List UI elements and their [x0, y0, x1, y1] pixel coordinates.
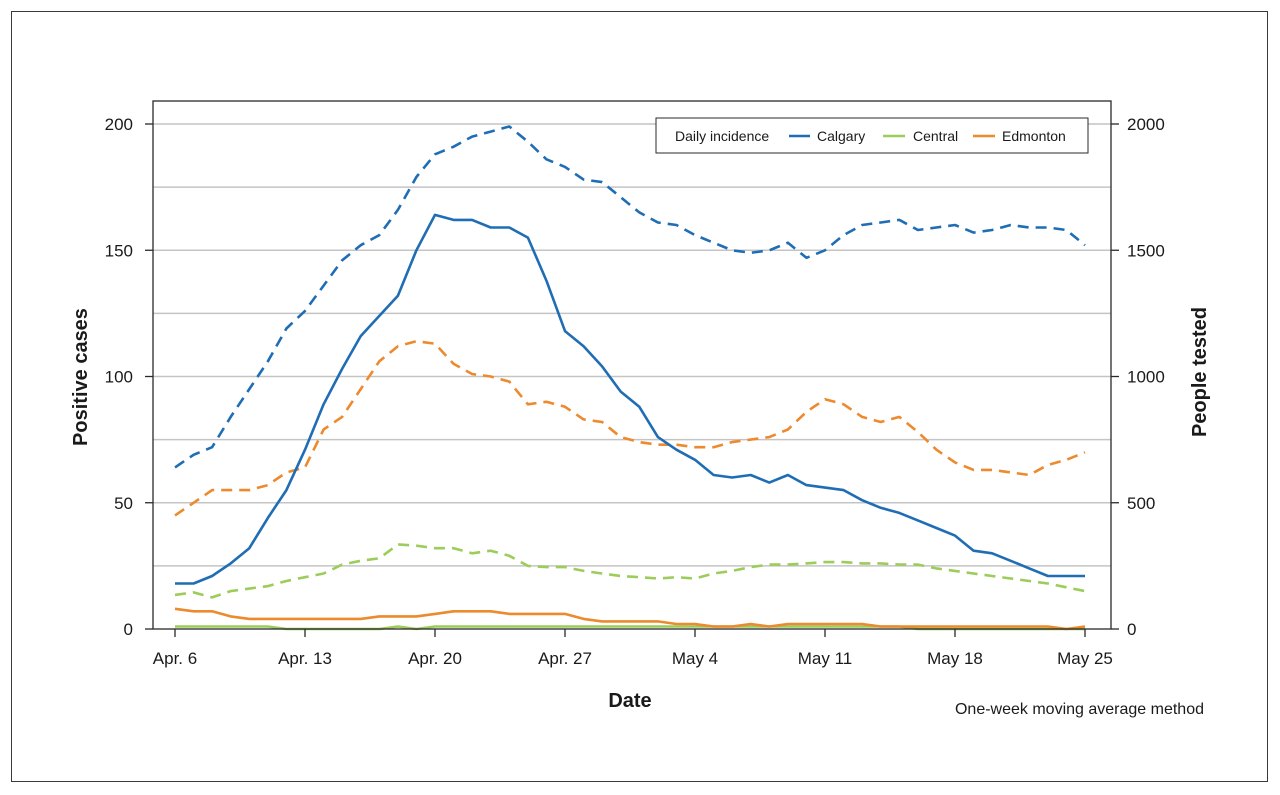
y2-tick-label: 1000 — [1127, 368, 1165, 387]
y-tick-label: 100 — [105, 368, 133, 387]
gridlines — [153, 123, 1111, 567]
x-tick-label: May 11 — [798, 649, 853, 668]
x-tick-label: May 18 — [927, 649, 983, 668]
plot-border — [152, 100, 1112, 630]
series-line-calgary-positive-cases — [175, 213, 1085, 585]
y-axis-right: 0 500 1000 1500 2000 — [1111, 115, 1165, 639]
legend-box — [655, 117, 1089, 154]
y2-axis-title: People tested — [1189, 307, 1211, 437]
y2-tick-label: 1500 — [1127, 241, 1165, 260]
x-tick-label: May 25 — [1057, 649, 1113, 668]
legend-label-central: Central — [913, 128, 958, 144]
legend-label-edmonton: Edmonton — [1002, 128, 1066, 144]
legend-label-calgary: Calgary — [817, 128, 865, 144]
y-tick-label: 50 — [114, 494, 133, 513]
method-note: One-week moving average method — [955, 701, 1204, 718]
x-tick-label: Apr. 13 — [278, 649, 332, 668]
legend-title: Daily incidence — [675, 128, 769, 144]
series-line-central-people-tested — [174, 543, 1086, 599]
x-tick-label: Apr. 20 — [408, 649, 462, 668]
y2-tick-label: 2000 — [1127, 115, 1165, 134]
x-axis-title: Date — [608, 690, 651, 712]
x-tick-label: May 4 — [672, 649, 718, 668]
series-line-calgary-people-tested — [174, 125, 1086, 469]
y-tick-label: 150 — [105, 241, 133, 260]
y2-tick-label: 500 — [1127, 494, 1155, 513]
series-line-edmonton-positive-cases — [174, 607, 1086, 631]
chart-frame — [11, 11, 1268, 782]
x-tick-label: Apr. 6 — [153, 649, 197, 668]
x-tick-label: Apr. 27 — [538, 649, 592, 668]
x-axis: Apr. 6 Apr. 13 Apr. 20 Apr. 27 May 4 May 11 Ma… — [153, 629, 1113, 668]
series-layer — [174, 125, 1086, 631]
y2-tick-label: 0 — [1127, 620, 1136, 639]
legend: Daily incidence Calgary Central Edmonton — [655, 117, 1089, 154]
series-line-edmonton-people-tested — [174, 339, 1086, 517]
y-axis-title: Positive cases — [70, 308, 92, 446]
y-tick-label: 0 — [124, 620, 133, 639]
y-axis-left: 0 50 100 150 200 — [105, 115, 153, 639]
y-tick-label: 200 — [105, 115, 133, 134]
